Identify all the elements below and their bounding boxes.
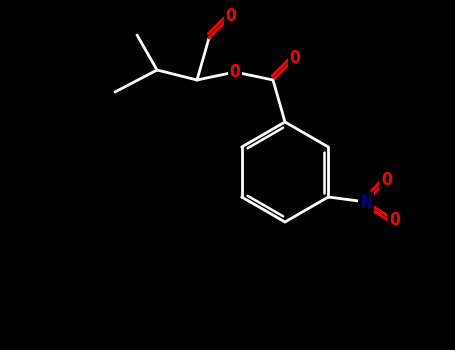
- Text: O: O: [230, 63, 240, 81]
- Text: O: O: [289, 49, 300, 67]
- Text: O: O: [226, 7, 237, 25]
- Text: O: O: [389, 211, 400, 229]
- Text: N: N: [360, 193, 372, 211]
- Text: O: O: [381, 171, 392, 189]
